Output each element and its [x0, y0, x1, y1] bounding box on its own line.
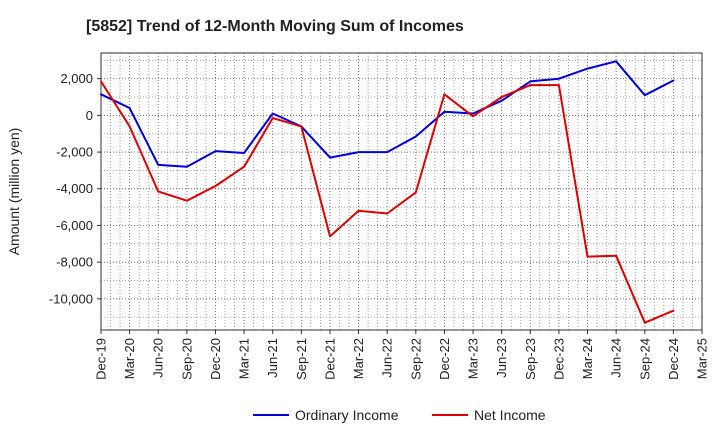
x-tick-label: Dec-21: [322, 338, 337, 380]
x-tick-label: Jun-22: [380, 338, 395, 378]
grid: [101, 53, 702, 330]
x-tick-label: Jun-24: [609, 338, 624, 378]
y-tick-label: 2,000: [60, 71, 93, 86]
chart-title: [5852] Trend of 12-Month Moving Sum of I…: [86, 18, 464, 35]
axes: 2,000 0 -2,000 -4,000 -6,000 -8,000 -10,000 Dec…: [49, 52, 710, 380]
legend: Ordinary Income Net Income: [253, 407, 546, 423]
y-tick-label: -4,000: [56, 181, 93, 196]
x-tick-label: Dec-23: [551, 338, 566, 380]
plot-frame: [100, 52, 703, 331]
x-tick-label: Mar-22: [351, 338, 366, 379]
x-tick-label: Mar-20: [122, 338, 137, 379]
x-tick-label: Sep-21: [294, 338, 309, 380]
x-tick-label: Mar-23: [466, 338, 481, 379]
y-tick-label: -2,000: [56, 145, 93, 160]
x-tick-label: Mar-24: [580, 338, 595, 379]
ordinary-income-line: [100, 60, 675, 168]
x-tick-label: Mar-25: [695, 338, 710, 379]
x-tick-label: Dec-19: [94, 338, 109, 380]
x-tick-label: Sep-20: [179, 338, 194, 380]
y-tick-label: -8,000: [56, 255, 93, 270]
legend-label-net-income: Net Income: [474, 407, 546, 423]
x-tick-label: Dec-22: [437, 338, 452, 380]
y-tick-label: -10,000: [49, 291, 93, 306]
y-tick-label: 0: [86, 108, 93, 123]
y-axis-label: Amount (million yen): [6, 128, 22, 256]
net-income-line: [100, 80, 675, 324]
x-tick-label: Jun-23: [494, 338, 509, 378]
x-tick-label: Mar-21: [237, 338, 252, 379]
x-tick-label: Sep-24: [637, 338, 652, 380]
x-tick-label: Jun-21: [265, 338, 280, 378]
y-tick-label: -6,000: [56, 218, 93, 233]
x-tick-label: Dec-20: [208, 338, 223, 380]
x-tick-label: Sep-23: [523, 338, 538, 380]
x-tick-label: Sep-22: [408, 338, 423, 380]
legend-label-ordinary-income: Ordinary Income: [295, 407, 399, 423]
x-tick-label: Dec-24: [666, 338, 681, 380]
x-tick-label: Jun-20: [151, 338, 166, 378]
series-lines: [100, 60, 675, 324]
